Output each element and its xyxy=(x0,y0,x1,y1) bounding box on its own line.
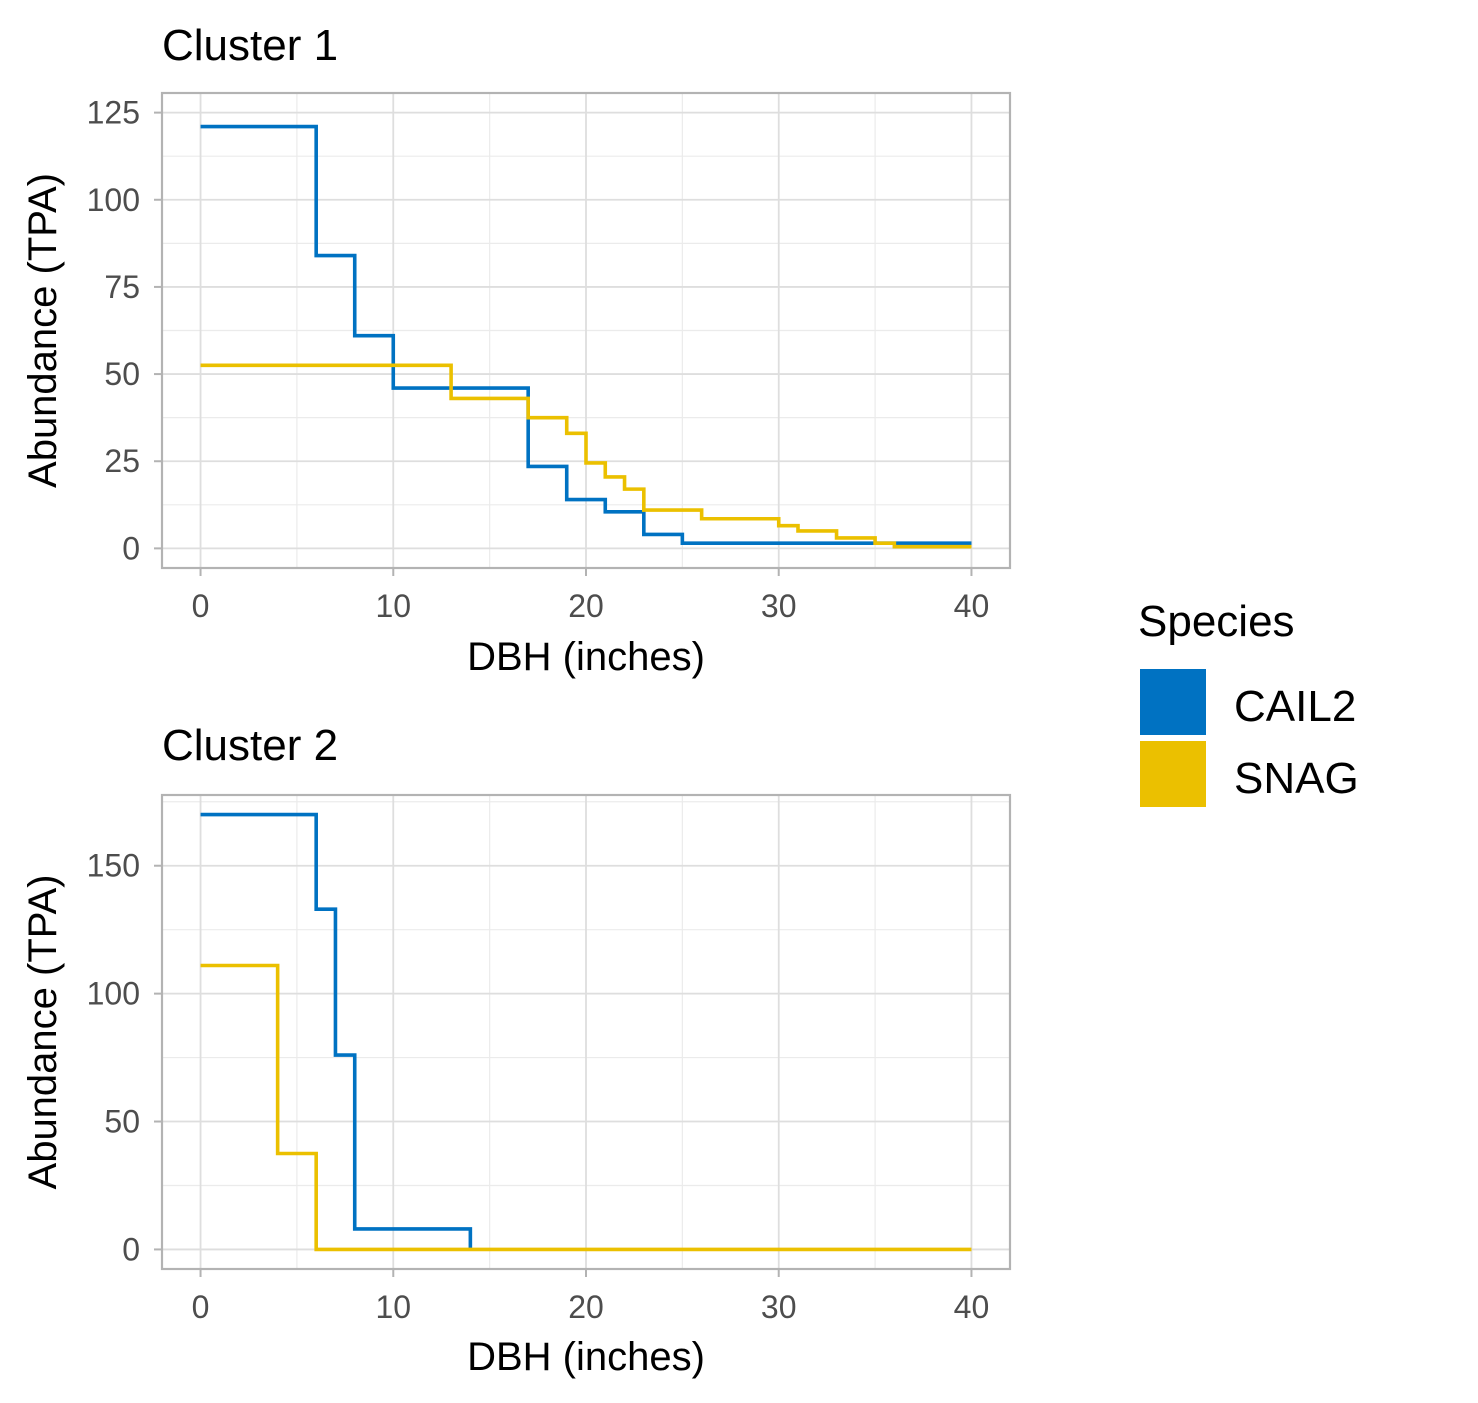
chart-panel-1: 0 10 20 30 40 0 25 50 75 100 125 Cluster 1 DBH (inch… xyxy=(21,21,1012,679)
x-tick-label: 0 xyxy=(192,588,210,624)
y-tick-label: 0 xyxy=(122,530,140,566)
x-tick-label: 0 xyxy=(192,1289,210,1325)
x-tick-label: 40 xyxy=(954,1289,990,1325)
series-line-snag xyxy=(200,963,972,1252)
x-tick-label: 40 xyxy=(954,588,990,624)
legend-title: Species xyxy=(1138,597,1295,646)
chart-panel-2: 0 10 20 30 40 0 50 100 150 Cluster 2 DBH (inches) A… xyxy=(21,721,1012,1379)
y-tick-label: 0 xyxy=(122,1231,140,1267)
x-axis-label: DBH (inches) xyxy=(467,1335,705,1379)
y-tick-label: 75 xyxy=(104,269,140,305)
y-tick-label: 125 xyxy=(87,95,140,131)
legend: Species CAIL2 SNAG xyxy=(1138,597,1359,807)
y-tick-label: 100 xyxy=(87,182,140,218)
y-tick-label: 150 xyxy=(87,848,140,884)
x-tick-label: 20 xyxy=(568,1289,604,1325)
x-axis-label: DBH (inches) xyxy=(467,635,705,679)
panel-title: Cluster 2 xyxy=(162,721,338,770)
legend-swatch-cail2 xyxy=(1140,669,1206,735)
series-line-cail2 xyxy=(200,812,473,1250)
y-axis-label: Abundance (TPA) xyxy=(21,173,65,488)
y-axis-label: Abundance (TPA) xyxy=(21,875,65,1190)
x-tick-label: 20 xyxy=(568,588,604,624)
y-tick-label: 50 xyxy=(104,1104,140,1140)
x-tick-label: 10 xyxy=(375,588,411,624)
x-tick-label: 10 xyxy=(375,1289,411,1325)
y-tick-label: 50 xyxy=(104,356,140,392)
y-tick-label: 25 xyxy=(104,443,140,479)
legend-label-cail2: CAIL2 xyxy=(1234,682,1356,731)
series-line-snag xyxy=(200,363,972,549)
y-tick-label: 100 xyxy=(87,976,140,1012)
series-line-cail2 xyxy=(200,124,972,545)
legend-swatch-snag xyxy=(1140,741,1206,807)
panel-title: Cluster 1 xyxy=(162,21,338,70)
x-tick-label: 30 xyxy=(761,588,797,624)
x-tick-label: 30 xyxy=(761,1289,797,1325)
legend-label-snag: SNAG xyxy=(1234,754,1359,803)
